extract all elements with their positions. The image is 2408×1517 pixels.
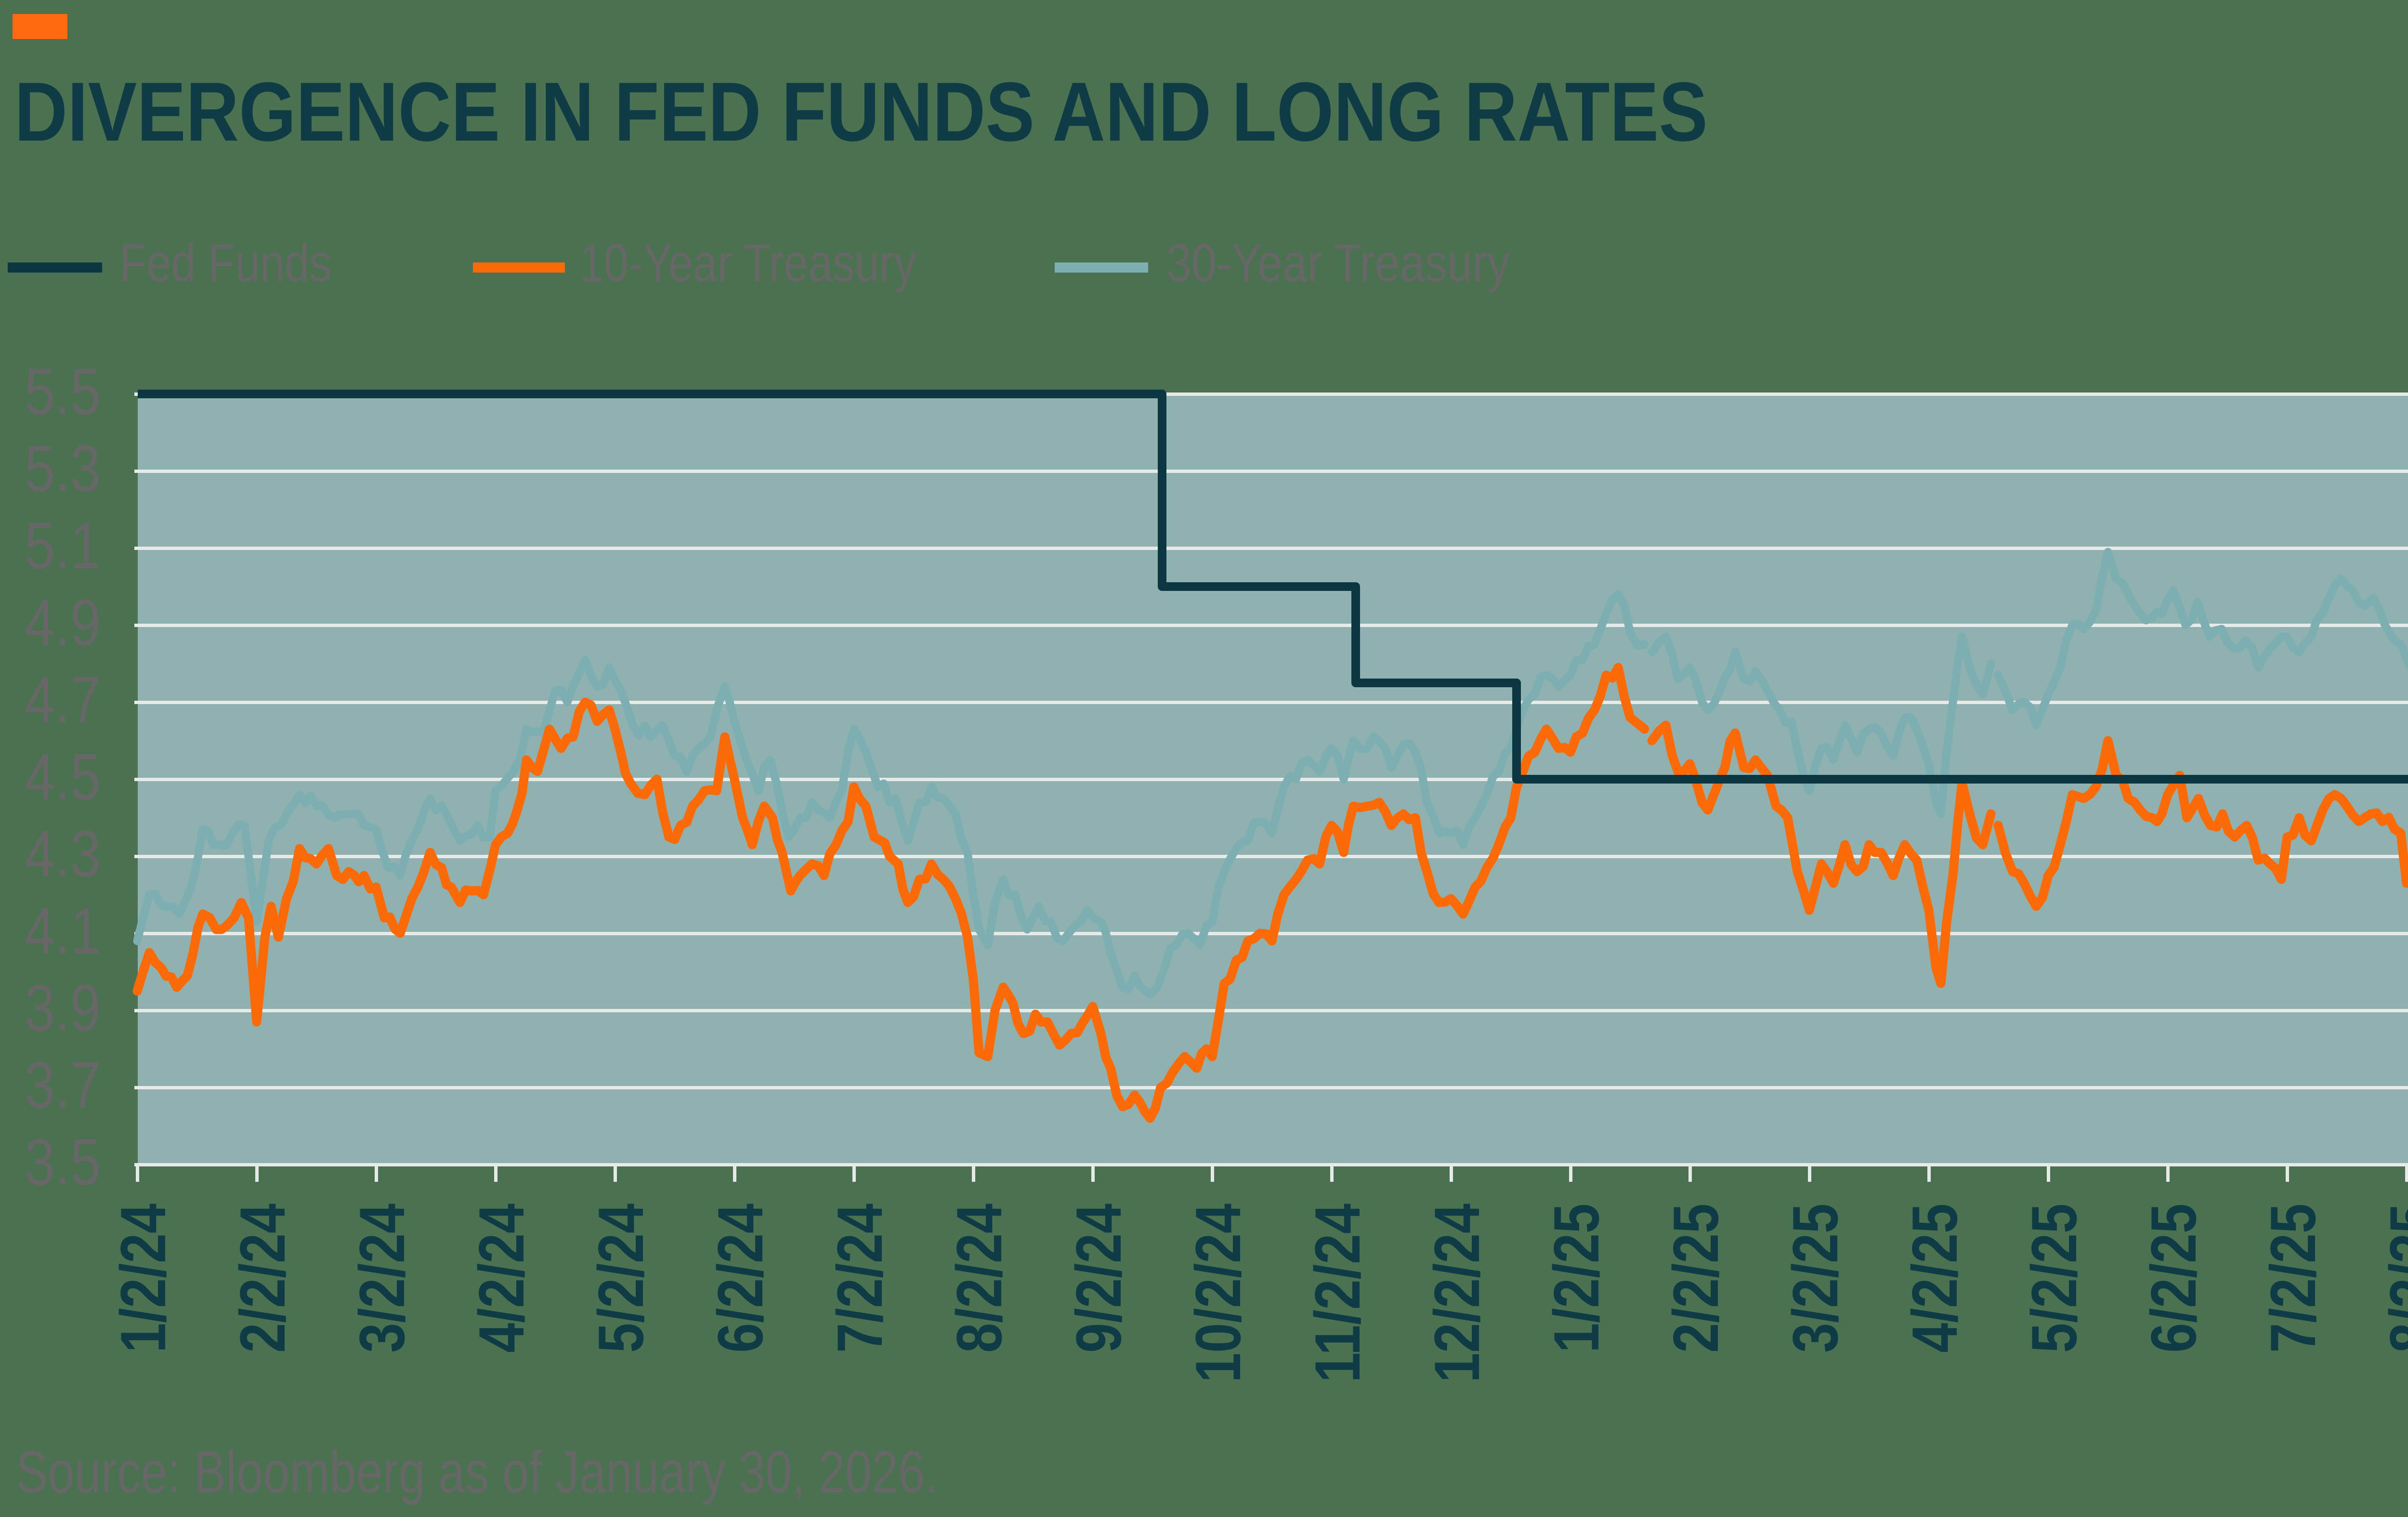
svg-text:12/2/24: 12/2/24	[1422, 1203, 1493, 1383]
svg-text:5/2/25: 5/2/25	[2019, 1203, 2090, 1353]
svg-text:3.7: 3.7	[25, 1048, 101, 1122]
svg-text:3/2/24: 3/2/24	[347, 1203, 418, 1353]
svg-text:3.9: 3.9	[25, 971, 101, 1045]
svg-text:5.1: 5.1	[25, 509, 101, 583]
svg-text:4.7: 4.7	[25, 663, 101, 737]
svg-text:6/2/24: 6/2/24	[705, 1203, 776, 1353]
svg-text:DIVERGENCE IN FED FUNDS AND LO: DIVERGENCE IN FED FUNDS AND LONG RATES	[14, 65, 1708, 158]
svg-text:4.9: 4.9	[25, 586, 101, 660]
svg-text:11/2/24: 11/2/24	[1302, 1203, 1374, 1383]
svg-text:4.3: 4.3	[25, 817, 101, 891]
svg-text:Fed Funds: Fed Funds	[119, 234, 331, 293]
svg-text:4.5: 4.5	[25, 740, 101, 814]
svg-text:4.1: 4.1	[25, 894, 101, 968]
svg-text:4/2/25: 4/2/25	[1899, 1203, 1971, 1353]
svg-text:5.3: 5.3	[25, 432, 101, 506]
svg-text:2/2/24: 2/2/24	[227, 1203, 299, 1353]
svg-text:10/2/24: 10/2/24	[1183, 1203, 1254, 1383]
svg-text:5/2/24: 5/2/24	[586, 1203, 657, 1353]
svg-text:30-Year Treasury: 30-Year Treasury	[1166, 234, 1510, 293]
svg-text:2/2/25: 2/2/25	[1661, 1203, 1732, 1353]
svg-text:10-Year Treasury: 10-Year Treasury	[579, 234, 916, 293]
svg-text:7/2/25: 7/2/25	[2258, 1203, 2329, 1353]
svg-text:1/2/25: 1/2/25	[1541, 1203, 1612, 1353]
svg-text:3.5: 3.5	[25, 1125, 101, 1199]
svg-text:4/2/24: 4/2/24	[466, 1203, 537, 1353]
svg-text:1/2/24: 1/2/24	[108, 1203, 179, 1353]
svg-text:9/2/24: 9/2/24	[1063, 1203, 1135, 1353]
svg-text:7/2/24: 7/2/24	[824, 1203, 896, 1353]
svg-text:3/2/25: 3/2/25	[1780, 1203, 1851, 1353]
svg-text:6/2/25: 6/2/25	[2138, 1203, 2210, 1353]
svg-text:8/2/24: 8/2/24	[944, 1203, 1015, 1353]
svg-text:8/2/25: 8/2/25	[2377, 1203, 2408, 1353]
svg-text:5.5: 5.5	[25, 355, 101, 429]
svg-text:Source: Bloomberg as of Januar: Source: Bloomberg as of January 30, 2026…	[16, 1439, 938, 1505]
